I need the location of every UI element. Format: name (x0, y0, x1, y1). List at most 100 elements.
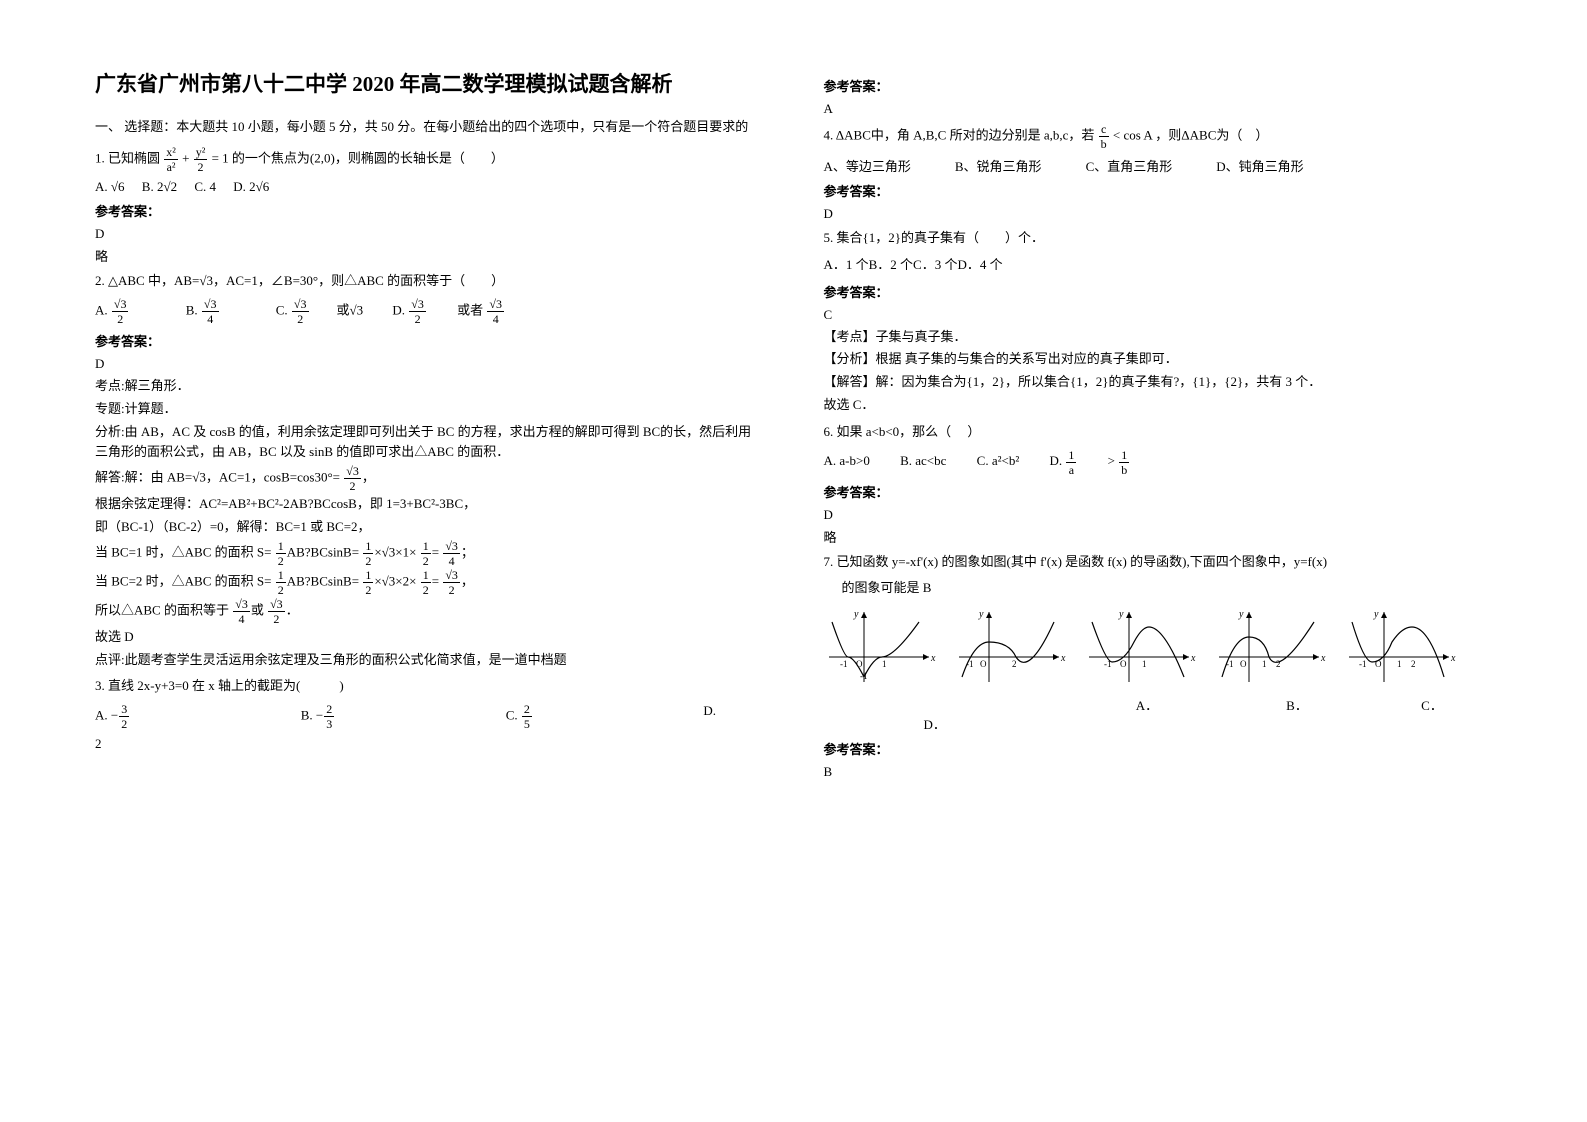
q2-answer: D (95, 356, 764, 372)
q6-options: A. a-b>0 B. ac<bc C. a²<b² D. 1a > 1b (824, 449, 1493, 476)
q6-optC: C. a²<b² (977, 453, 1020, 468)
svg-text:x: x (1190, 653, 1196, 664)
question-2: 2. △ABC 中，AB=√3，AC=1，∠B=30°，则△ABC 的面积等于（… (95, 271, 764, 292)
svg-text:y: y (978, 609, 984, 620)
q2-jieda-7: 故选 D (95, 627, 764, 648)
q7-answer-label: 参考答案： (824, 739, 1493, 758)
q3-optA: A. −32 (95, 703, 157, 730)
q6-optA: A. a-b>0 (824, 453, 870, 468)
q2-jieda-6: 所以△ABC 的面积等于 √34或 √32． (95, 598, 764, 625)
question-3: 3. 直线 2x-y+3=0 在 x 轴上的截距为( ) (95, 676, 764, 697)
svg-text:x: x (930, 653, 936, 664)
svg-text:x: x (1060, 653, 1066, 664)
svg-text:1: 1 (882, 659, 887, 669)
q2-jieda-2: 根据余弦定理得：AC²=AB²+BC²-2AB?BCcosB，即 1=3+BC²… (95, 494, 764, 515)
q7-given-graph: x y O -1 1 -1 (824, 607, 934, 687)
q4-optA: A、等边三角形 (824, 156, 911, 175)
svg-text:y: y (1373, 609, 1379, 620)
svg-text:y: y (853, 609, 859, 620)
question-7-line1: 7. 已知函数 y=-xf'(x) 的图象如图(其中 f'(x) 是函数 f(x… (824, 552, 1493, 573)
q5-jieda: 【解答】解：因为集合为{1，2}，所以集合{1，2}的真子集有?，{1}，{2}… (824, 372, 1493, 393)
right-column: 参考答案： A 4. ΔABC中，角 A,B,C 所对的边分别是 a,b,c，若… (824, 70, 1493, 784)
q1-suffix: 的一个焦点为(2,0)，则椭圆的长轴长是（ ） (232, 151, 504, 166)
page-number-left: 2 (95, 736, 764, 752)
q5-answer: C (824, 307, 1493, 323)
q3-answer: A (824, 101, 1493, 117)
q3-optD: D. (703, 703, 716, 730)
q7-graph-c: xy O12-1 (1214, 607, 1324, 687)
svg-text:x: x (1450, 653, 1456, 664)
question-1: 1. 已知椭圆 x²a² + y²2 = 1 的一个焦点为(2,0)，则椭圆的长… (95, 146, 764, 173)
q2-jieda-5: 当 BC=2 时，△ABC 的面积 S= 12AB?BCsinB= 12×√3×… (95, 569, 764, 596)
q5-kaodian: 【考点】子集与真子集． (824, 327, 1493, 348)
svg-text:2: 2 (1012, 659, 1017, 669)
svg-text:O: O (1120, 659, 1127, 669)
question-7-line2: 的图象可能是 B (842, 578, 1493, 599)
q1-answer-label: 参考答案： (95, 201, 764, 220)
svg-text:-1: -1 (1226, 659, 1234, 669)
q5-options: A．1 个B．2 个C．3 个D．4 个 (824, 255, 1493, 276)
q7-labelA: A． (1072, 695, 1222, 714)
q7-graph-d: xy O-112 (1344, 607, 1454, 687)
q4-optD: D、钝角三角形 (1216, 156, 1303, 175)
q2-dianping: 点评:此题考查学生灵活运用余弦定理及三角形的面积公式化简求值，是一道中档题 (95, 650, 764, 671)
svg-text:-1: -1 (1359, 659, 1367, 669)
svg-text:y: y (1118, 609, 1124, 620)
svg-text:-1: -1 (1104, 659, 1112, 669)
svg-text:O: O (1240, 659, 1247, 669)
svg-text:2: 2 (1411, 659, 1416, 669)
q7-labelC: C． (1372, 695, 1492, 714)
q1-optA: A. √6 (95, 179, 125, 194)
q4-prefix: 4. ΔABC中，角 A,B,C 所对的边分别是 a,b,c，若 (824, 127, 1095, 142)
svg-text:2: 2 (1276, 659, 1281, 669)
q7-graph-b: x y O -1 1 (1084, 607, 1194, 687)
q6-optD: D. 1a > 1b (1050, 453, 1158, 468)
q1-note: 略 (95, 246, 764, 265)
svg-text:1: 1 (1262, 659, 1267, 669)
q4-answer: D (824, 206, 1493, 222)
q1-options: A. √6 B. 2√2 C. 4 D. 2√6 (95, 179, 764, 195)
q7-graph-a: xy O2-1 (954, 607, 1064, 687)
q6-note: 略 (824, 527, 1493, 546)
q2-kaodian: 考点:解三角形． (95, 376, 764, 397)
q6-optB: B. ac<bc (900, 453, 946, 468)
q1-answer: D (95, 226, 764, 242)
question-6: 6. 如果 a<b<0，那么（ ） (824, 422, 1493, 443)
q5-answer-label: 参考答案： (824, 282, 1493, 301)
q1-prefix: 1. 已知椭圆 (95, 151, 160, 166)
q7-labelD: D． (924, 714, 1493, 733)
exam-title: 广东省广州市第八十二中学 2020 年高二数学理模拟试题含解析 (95, 70, 764, 99)
q2-jieda-1: 解答:解：由 AB=√3，AC=1，cosB=cos30°= √32， (95, 465, 764, 492)
q2-fenxi: 分析:由 AB，AC 及 cosB 的值，利用余弦定理即可列出关于 BC 的方程… (95, 422, 764, 464)
q4-options: A、等边三角形 B、锐角三角形 C、直角三角形 D、钝角三角形 (824, 156, 1493, 175)
q4-optC: C、直角三角形 (1086, 156, 1173, 175)
q6-answer: D (824, 507, 1493, 523)
svg-text:1: 1 (1142, 659, 1147, 669)
q1-ellipse-formula: x²a² (164, 146, 178, 173)
left-column: 广东省广州市第八十二中学 2020 年高二数学理模拟试题含解析 一、 选择题：本… (95, 70, 764, 784)
q2-options: A. √32 B. √34 C. √32或√3 D. √32 或者 √34 (95, 298, 764, 325)
svg-text:x: x (1320, 653, 1326, 664)
q2-jieda-3: 即（BC-1）（BC-2）=0，解得：BC=1 或 BC=2， (95, 517, 764, 538)
q1-optD: D. 2√6 (233, 179, 269, 194)
q2-zhuanti: 专题:计算题． (95, 399, 764, 420)
q7-labelB: B． (1222, 695, 1372, 714)
q7-graphs: x y O -1 1 -1 x y O 2 -1 (824, 607, 1493, 687)
q4-answer-label: 参考答案： (824, 181, 1493, 200)
svg-text:O: O (980, 659, 987, 669)
svg-text:-1: -1 (840, 659, 848, 669)
q7-option-labels: A． B． C． (824, 695, 1493, 714)
q1-optC: C. 4 (194, 179, 216, 194)
q3-options: A. −32 B. −23 C. 25 D. (95, 703, 730, 730)
q5-fenxi: 【分析】根据 真子集的与集合的关系写出对应的真子集即可． (824, 349, 1493, 370)
q4-suffix: ，则ΔABC为（ ） (1155, 127, 1268, 142)
section-1-header: 一、 选择题：本大题共 10 小题，每小题 5 分，共 50 分。在每小题给出的… (95, 117, 764, 138)
q4-optB: B、锐角三角形 (955, 156, 1042, 175)
q6-answer-label: 参考答案： (824, 482, 1493, 501)
q5-guxuan: 故选 C． (824, 395, 1493, 416)
q3-answer-label: 参考答案： (824, 76, 1493, 95)
q7-answer: B (824, 764, 1493, 780)
q2-answer-label: 参考答案： (95, 331, 764, 350)
question-4: 4. ΔABC中，角 A,B,C 所对的边分别是 a,b,c，若 cb < co… (824, 123, 1493, 150)
q2-jieda-4: 当 BC=1 时，△ABC 的面积 S= 12AB?BCsinB= 12×√3×… (95, 540, 764, 567)
